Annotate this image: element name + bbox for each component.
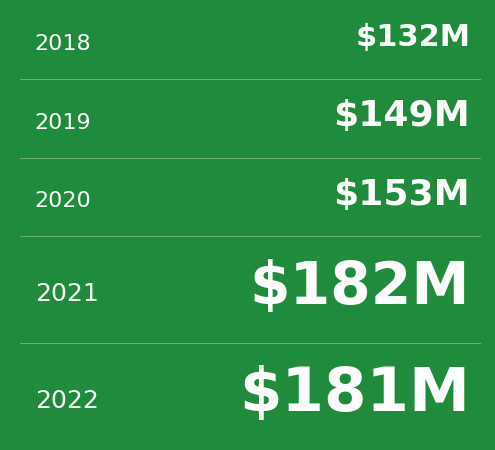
Text: $132M: $132M: [355, 22, 470, 52]
Text: $153M: $153M: [334, 178, 470, 211]
Text: 2020: 2020: [35, 191, 92, 212]
Text: 2021: 2021: [35, 282, 99, 306]
Text: 2018: 2018: [35, 34, 91, 54]
Text: 2019: 2019: [35, 112, 91, 133]
Text: $181M: $181M: [240, 365, 470, 424]
Text: 2022: 2022: [35, 389, 99, 413]
Text: $149M: $149M: [334, 99, 470, 133]
Text: $182M: $182M: [250, 259, 470, 316]
